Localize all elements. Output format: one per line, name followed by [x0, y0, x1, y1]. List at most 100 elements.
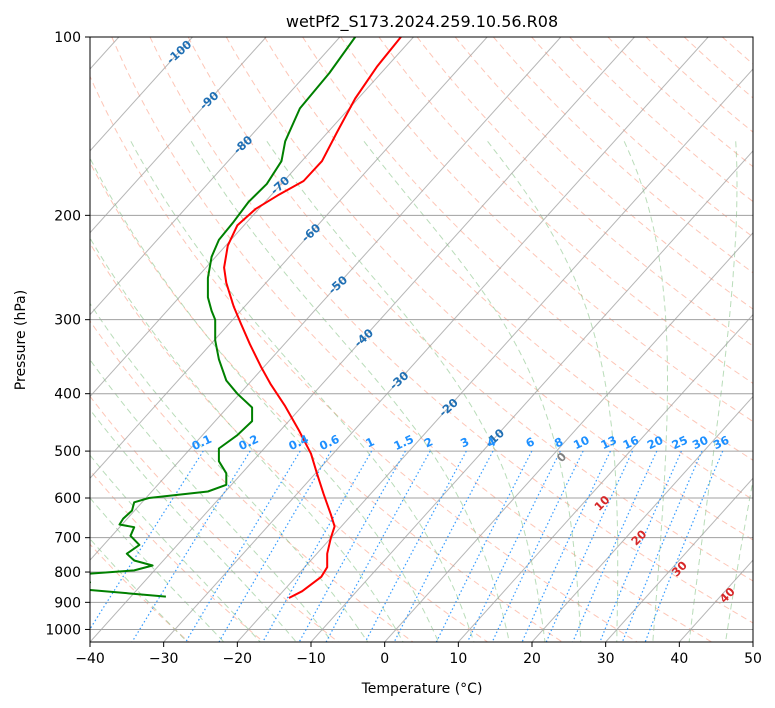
mixing-ratio-line — [364, 450, 467, 642]
dry-adiabat-line — [225, 37, 753, 541]
moist-adiabat-line — [90, 497, 225, 642]
x-tick-label: 10 — [449, 651, 467, 667]
dry-adiabat-line — [454, 37, 753, 310]
isotherm-label: -20 — [436, 395, 461, 419]
isotherm-label: -50 — [325, 273, 350, 297]
mixing-ratio-line — [262, 450, 373, 642]
dry-adiabat-line — [607, 37, 753, 168]
temperature-line — [223, 37, 402, 599]
plot-frame — [89, 36, 754, 643]
dry-adiabat-line — [264, 37, 753, 501]
moist-adiabat-line — [688, 141, 738, 642]
theta-e-label: 20 — [628, 527, 649, 548]
y-axis-ticks: 1000 900 800 700 600 500 400 300 200 100 — [45, 30, 90, 638]
isotherm-line — [605, 477, 753, 642]
mixing-ratio-line — [466, 450, 561, 642]
mixing-ratio-line — [185, 450, 301, 642]
dry-adiabat-line — [90, 75, 638, 642]
isotherm-line — [531, 395, 753, 642]
mixing-ratio-lines — [90, 450, 724, 642]
y-tick-label: 400 — [54, 387, 81, 403]
mixing-ratio-line — [298, 450, 406, 642]
theta-e-label: 10 — [591, 493, 612, 514]
moist-adiabat-line — [725, 477, 753, 642]
y-tick-label: 900 — [54, 595, 81, 611]
isotherm-line — [90, 37, 488, 480]
moist-adiabat-line — [190, 141, 510, 642]
isotherm-line — [678, 559, 753, 642]
mixing-ratio-label: 3 — [458, 434, 471, 450]
x-tick-label: −10 — [296, 651, 326, 667]
isotherm-line — [457, 313, 753, 642]
dry-adiabat-line — [378, 37, 753, 384]
mixing-ratio-label: 10 — [571, 433, 591, 452]
isotherm-line — [163, 37, 709, 642]
dry-adiabat-line — [645, 37, 753, 133]
dry-adiabat-line — [90, 469, 264, 642]
isotherm-label: -90 — [197, 88, 222, 112]
mixing-ratio-line — [218, 450, 332, 642]
dry-adiabat-line — [493, 37, 753, 274]
y-tick-label: 700 — [54, 531, 81, 547]
moist-adiabat-line — [90, 454, 261, 642]
x-tick-label: −20 — [223, 651, 253, 667]
dry-adiabat-line — [531, 37, 753, 238]
x-tick-label: −40 — [75, 651, 105, 667]
moist-adiabat-line — [487, 140, 619, 642]
x-tick-label: 50 — [744, 651, 762, 667]
mixing-ratio-line — [131, 450, 251, 642]
y-tick-label: 300 — [54, 313, 81, 329]
dry-adiabat-line — [149, 37, 753, 624]
isotherm-line — [90, 37, 341, 316]
dry-adiabat-line — [302, 37, 753, 461]
x-tick-label: 40 — [670, 651, 688, 667]
mixing-ratio-line — [90, 450, 204, 631]
x-tick-label: 0 — [380, 651, 389, 667]
theta-e-label: 0 — [554, 449, 570, 465]
isotherm-line — [90, 37, 414, 398]
mixing-ratio-label: 2 — [422, 434, 435, 450]
isotherm-line — [310, 150, 753, 642]
mixing-ratio-label: 0.6 — [317, 432, 341, 453]
mixing-ratio-line — [644, 450, 724, 642]
dry-adiabat-line — [90, 242, 488, 642]
mixing-ratio-labels: 0.1 0.2 0.4 0.6 1 1.5 2 3 4 6 8 10 13 16 20 25 30 36 — [189, 432, 731, 453]
mixing-ratio-label: 16 — [621, 433, 641, 452]
dry-adiabat-line — [90, 161, 563, 642]
mixing-ratio-label: 36 — [711, 433, 731, 452]
y-tick-label: 200 — [54, 208, 81, 224]
moist-adiabat-line — [130, 141, 475, 642]
y-axis-label: Pressure (hPa) — [13, 290, 29, 390]
isotherm-line — [90, 37, 562, 561]
dry-adiabat-line — [761, 37, 775, 642]
isotherm-line — [90, 37, 635, 642]
isotherm-label: -40 — [351, 326, 376, 350]
mixing-ratio-label: 1 — [363, 434, 376, 450]
dry-adiabat-line — [111, 37, 712, 642]
isotherm-line — [90, 37, 193, 152]
y-tick-label: 500 — [54, 444, 81, 460]
x-tick-label: 20 — [523, 651, 541, 667]
dry-adiabat-line — [187, 37, 753, 582]
dry-adiabat-line — [340, 37, 753, 423]
mixing-ratio-line — [621, 450, 703, 642]
isotherm-label: -100 — [164, 37, 195, 67]
mixing-ratio-line — [572, 450, 658, 642]
mixing-ratio-line — [521, 450, 611, 642]
isotherm-line — [236, 68, 753, 642]
x-axis-label: Temperature (°C) — [361, 681, 483, 697]
isotherm-line — [384, 231, 753, 642]
isotherm-line — [90, 37, 267, 234]
isotherm-label: -60 — [299, 221, 324, 245]
mixing-ratio-line — [393, 450, 494, 642]
moist-adiabat-line — [90, 358, 333, 642]
moist-adiabats — [90, 140, 753, 642]
x-axis-ticks: −40 −30 −20 −10 0 10 20 30 40 50 — [75, 642, 762, 667]
x-tick-label: 30 — [597, 651, 615, 667]
x-tick-label: −30 — [149, 651, 179, 667]
dry-adiabat-line — [416, 37, 753, 347]
isotherm-line — [752, 641, 753, 642]
mixing-ratio-label: 1.5 — [391, 432, 415, 453]
